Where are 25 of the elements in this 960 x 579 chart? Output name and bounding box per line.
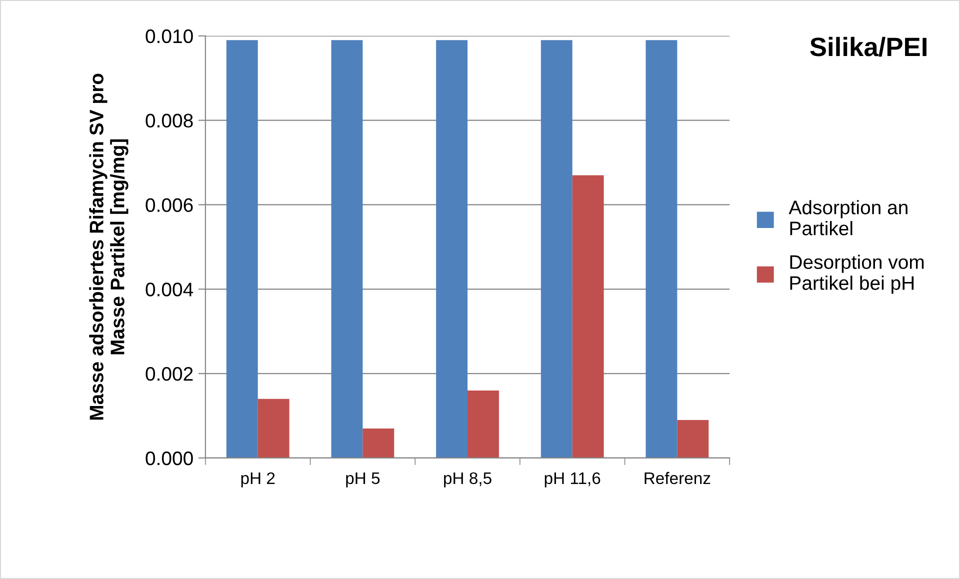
bar [362, 428, 394, 458]
text: Silika/PEI [810, 36, 926, 57]
x-tick-label: pH 5 [346, 472, 380, 488]
legend-label: Desorption vom Partikel bei pH [790, 254, 924, 294]
bar [436, 40, 468, 458]
bar [331, 40, 363, 458]
x-tick-label: pH 2 [241, 472, 275, 488]
bar [226, 40, 258, 458]
y-axis-title: Masse adsorbiertes Rifamycin SV pro Masse Partikel [mg/mg] [89, 74, 128, 420]
x-tick-label: pH 11,6 [544, 472, 600, 488]
x-tick-label: Referenz [644, 472, 710, 484]
y-tick-label: 0.000 [146, 451, 193, 466]
bar [677, 420, 709, 458]
y-tick-label: 0.008 [146, 114, 193, 128]
y-tick-label: 0.002 [146, 367, 193, 381]
y-tick-label: 0.010 [146, 29, 193, 44]
y-tick-label: 0.006 [146, 198, 193, 212]
bar [258, 398, 290, 458]
bar [646, 40, 678, 458]
legend-label: Adsorption an Partikel [788, 200, 908, 236]
x-tick-label: pH 8,5 [444, 472, 492, 488]
bar [572, 175, 604, 458]
bar [540, 40, 572, 458]
bar [468, 390, 499, 458]
y-tick-label: 0.004 [146, 282, 194, 296]
